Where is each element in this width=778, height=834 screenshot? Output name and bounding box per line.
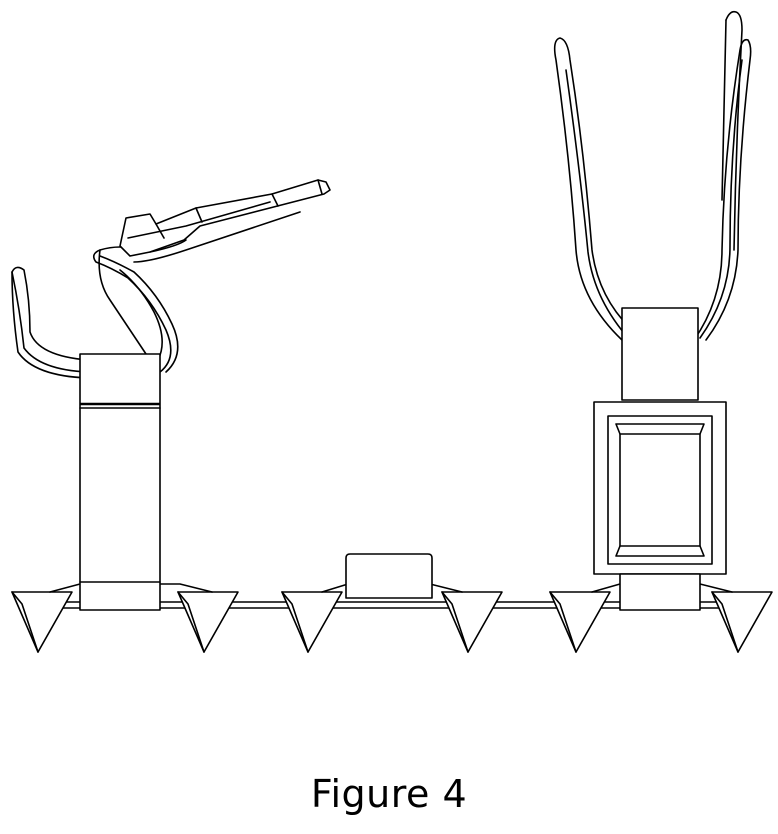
figure-drawing	[0, 0, 778, 760]
figure-caption: Figure 4	[0, 772, 778, 816]
center-block	[346, 554, 432, 598]
left-binding	[12, 180, 330, 610]
right-binding	[555, 12, 751, 610]
